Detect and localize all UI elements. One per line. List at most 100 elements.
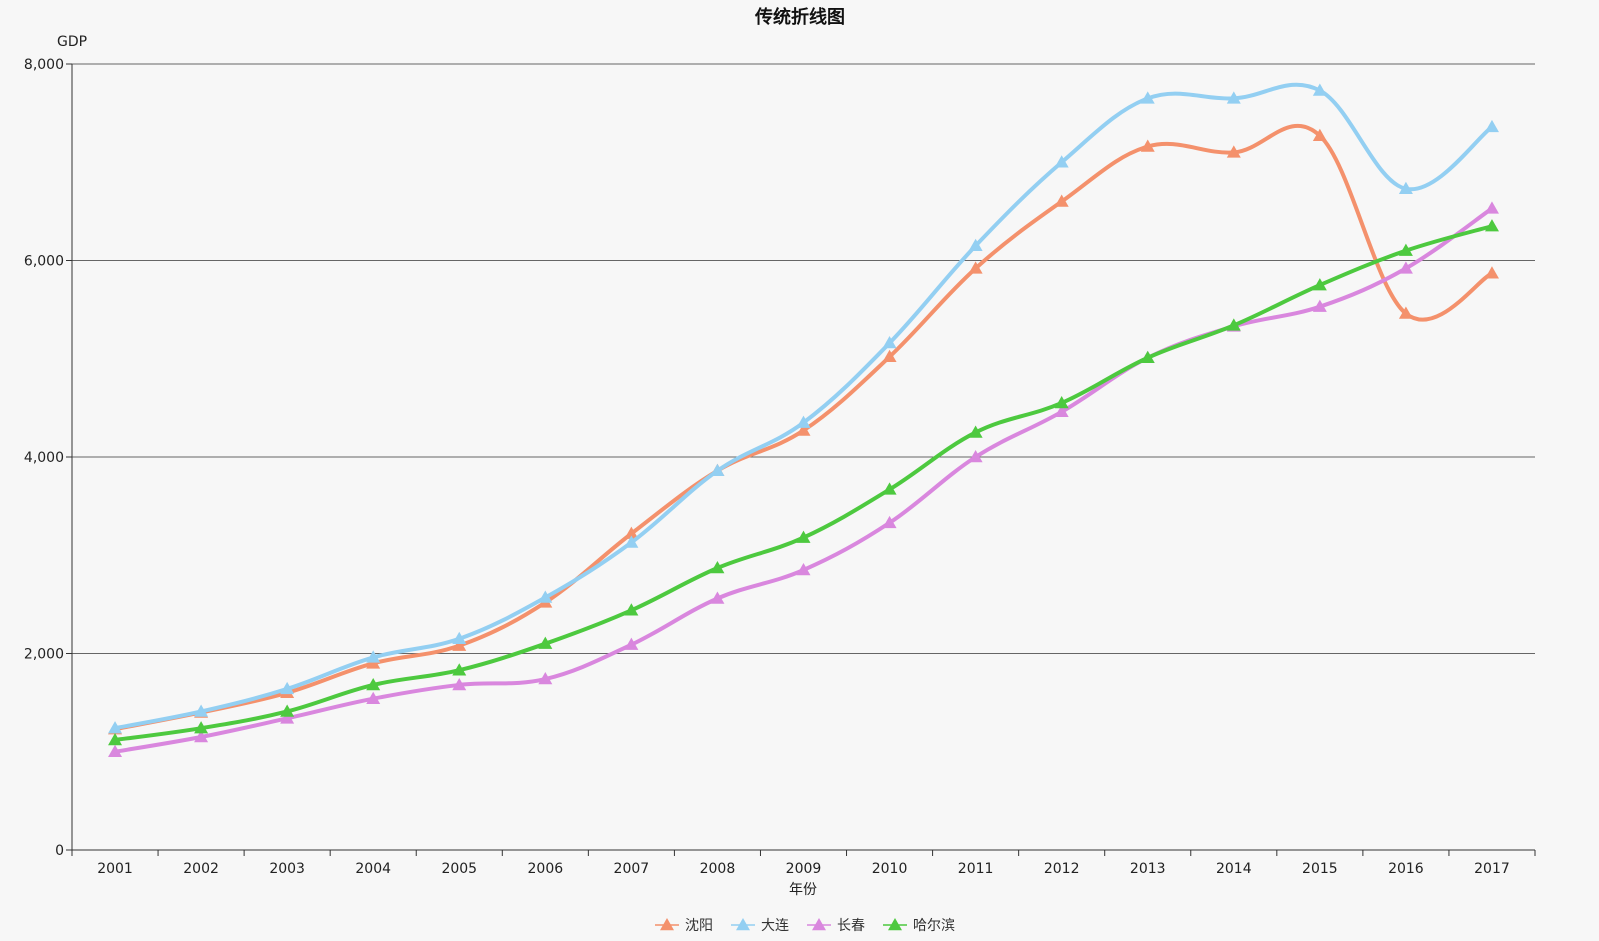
data-point-marker[interactable] [1054,194,1069,207]
data-point-marker[interactable] [1398,243,1413,256]
x-tick-label: 2012 [1044,861,1080,877]
x-tick-label: 2007 [614,861,650,877]
legend-item[interactable]: 大连 [731,918,789,934]
legend-label: 沈阳 [685,918,713,934]
legend[interactable]: 沈阳 大连 长春 哈尔滨 [655,918,955,934]
legend-triangle-icon [812,918,826,931]
x-tick-label: 2004 [355,861,391,877]
data-point-marker[interactable] [1484,119,1499,133]
data-point-marker[interactable] [1054,404,1069,418]
legend-label: 长春 [837,918,865,934]
x-tick-label: 2002 [183,861,219,877]
data-point-marker[interactable] [538,590,553,603]
legend-item[interactable]: 哈尔滨 [883,918,955,934]
data-point-marker[interactable] [968,450,983,463]
legend-triangle-icon [660,918,674,931]
series-line[interactable] [113,82,1494,731]
data-point-marker[interactable] [624,637,639,650]
series-line[interactable] [113,206,1494,754]
axes: 0 2,000 4,000 6,000 8,000 2001 2002 2003 2004 200… [24,57,1536,877]
y-tick-label: 2,000 [24,647,64,663]
data-point-marker[interactable] [280,711,295,724]
x-tick-label: 2013 [1130,861,1166,877]
x-tick-label: 2005 [441,861,477,877]
data-point-marker[interactable] [710,561,725,574]
data-point-marker[interactable] [1398,261,1413,274]
data-point-marker[interactable] [280,704,295,717]
x-axis-label: 年份 [789,882,817,898]
data-point-marker[interactable] [1054,395,1069,409]
y-tick-label: 8,000 [24,57,64,73]
data-point-marker[interactable] [452,631,467,645]
data-point-marker[interactable] [1140,91,1155,104]
y-tick-label: 6,000 [24,254,64,270]
data-point-marker[interactable] [452,663,467,676]
data-point-marker[interactable] [194,721,209,734]
series-line[interactable] [113,224,1494,742]
data-point-marker[interactable] [1312,83,1327,96]
series-3[interactable] [108,201,1499,757]
data-point-marker[interactable] [882,515,897,529]
x-tick-label: 2008 [700,861,736,877]
data-point-marker[interactable] [968,238,983,252]
data-point-marker[interactable] [1398,306,1413,319]
series-1[interactable] [108,123,1499,735]
data-point-marker[interactable] [1226,145,1241,158]
data-point-marker[interactable] [1484,219,1499,232]
x-tick-label: 2017 [1474,861,1510,877]
series-2[interactable] [108,82,1499,734]
data-point-marker[interactable] [1054,155,1069,168]
y-tick-label: 4,000 [24,450,64,466]
data-point-marker[interactable] [366,677,381,691]
legend-triangle-icon [888,918,902,931]
data-point-marker[interactable] [1312,299,1327,312]
legend-item[interactable]: 长春 [807,918,865,934]
data-point-marker[interactable] [538,636,553,649]
data-point-marker[interactable] [1226,318,1241,331]
data-point-marker[interactable] [1312,128,1327,141]
legend-triangle-icon [736,918,750,931]
data-point-marker[interactable] [366,650,381,663]
data-point-marker[interactable] [624,526,639,539]
data-point-marker[interactable] [108,732,123,746]
data-point-marker[interactable] [1140,139,1155,152]
series-4[interactable] [108,219,1499,746]
data-point-marker[interactable] [1226,91,1241,104]
data-point-marker[interactable] [796,415,811,428]
data-point-marker[interactable] [1484,266,1499,279]
data-point-marker[interactable] [1484,201,1499,214]
legend-label: 大连 [761,918,789,934]
data-point-marker[interactable] [194,704,209,717]
data-point-marker[interactable] [796,423,811,436]
data-point-marker[interactable] [624,603,639,616]
data-point-marker[interactable] [1140,350,1155,364]
data-point-marker[interactable] [1312,278,1327,291]
data-point-marker[interactable] [194,730,209,743]
legend-label: 哈尔滨 [913,918,955,934]
data-point-marker[interactable] [968,425,983,438]
y-tick-label: 0 [55,843,64,859]
data-point-marker[interactable] [710,463,725,477]
data-point-marker[interactable] [452,677,467,691]
data-point-marker[interactable] [538,672,553,685]
data-point-marker[interactable] [1398,181,1413,195]
legend-item[interactable]: 沈阳 [655,918,713,934]
data-point-marker[interactable] [796,562,811,576]
data-point-marker[interactable] [280,681,295,695]
data-point-marker[interactable] [624,535,639,548]
x-tick-label: 2009 [786,861,822,877]
data-point-marker[interactable] [108,721,123,734]
x-tick-label: 2006 [528,861,564,877]
data-point-marker[interactable] [882,482,897,495]
data-point-marker[interactable] [710,591,725,604]
data-point-marker[interactable] [968,261,983,274]
data-point-marker[interactable] [108,744,123,757]
data-point-marker[interactable] [882,336,897,349]
data-point-marker[interactable] [796,530,811,543]
x-tick-label: 2014 [1216,861,1252,877]
data-point-marker[interactable] [366,691,381,704]
data-point-marker[interactable] [882,349,897,363]
data-point-marker[interactable] [452,638,467,651]
